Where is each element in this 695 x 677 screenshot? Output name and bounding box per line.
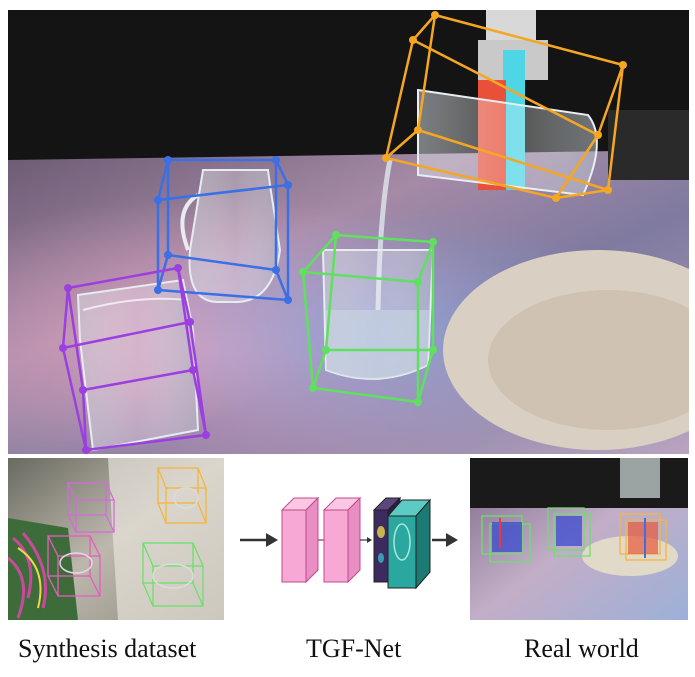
glass-bounding-box (59, 264, 210, 454)
caption-synthesis-dataset: Synthesis dataset (18, 634, 197, 663)
feature-map-teal (386, 498, 432, 590)
arrow-right-icon (240, 533, 278, 547)
pitcher-bounding-box (154, 156, 292, 304)
tgf-net-diagram (240, 470, 460, 610)
synthesis-dataset-image (8, 458, 224, 620)
arrow-right-icon (432, 533, 458, 547)
pouring-mug-bounding-box (382, 11, 627, 202)
caption-real-world: Real world (524, 634, 639, 663)
hero-photo (8, 10, 689, 454)
caption-tgf-net: TGF-Net (306, 634, 402, 663)
encoder-block-2 (322, 496, 362, 584)
encoder-block-1 (280, 496, 320, 584)
filled-glass-bounding-box (299, 231, 437, 406)
real-world-image (470, 458, 688, 620)
